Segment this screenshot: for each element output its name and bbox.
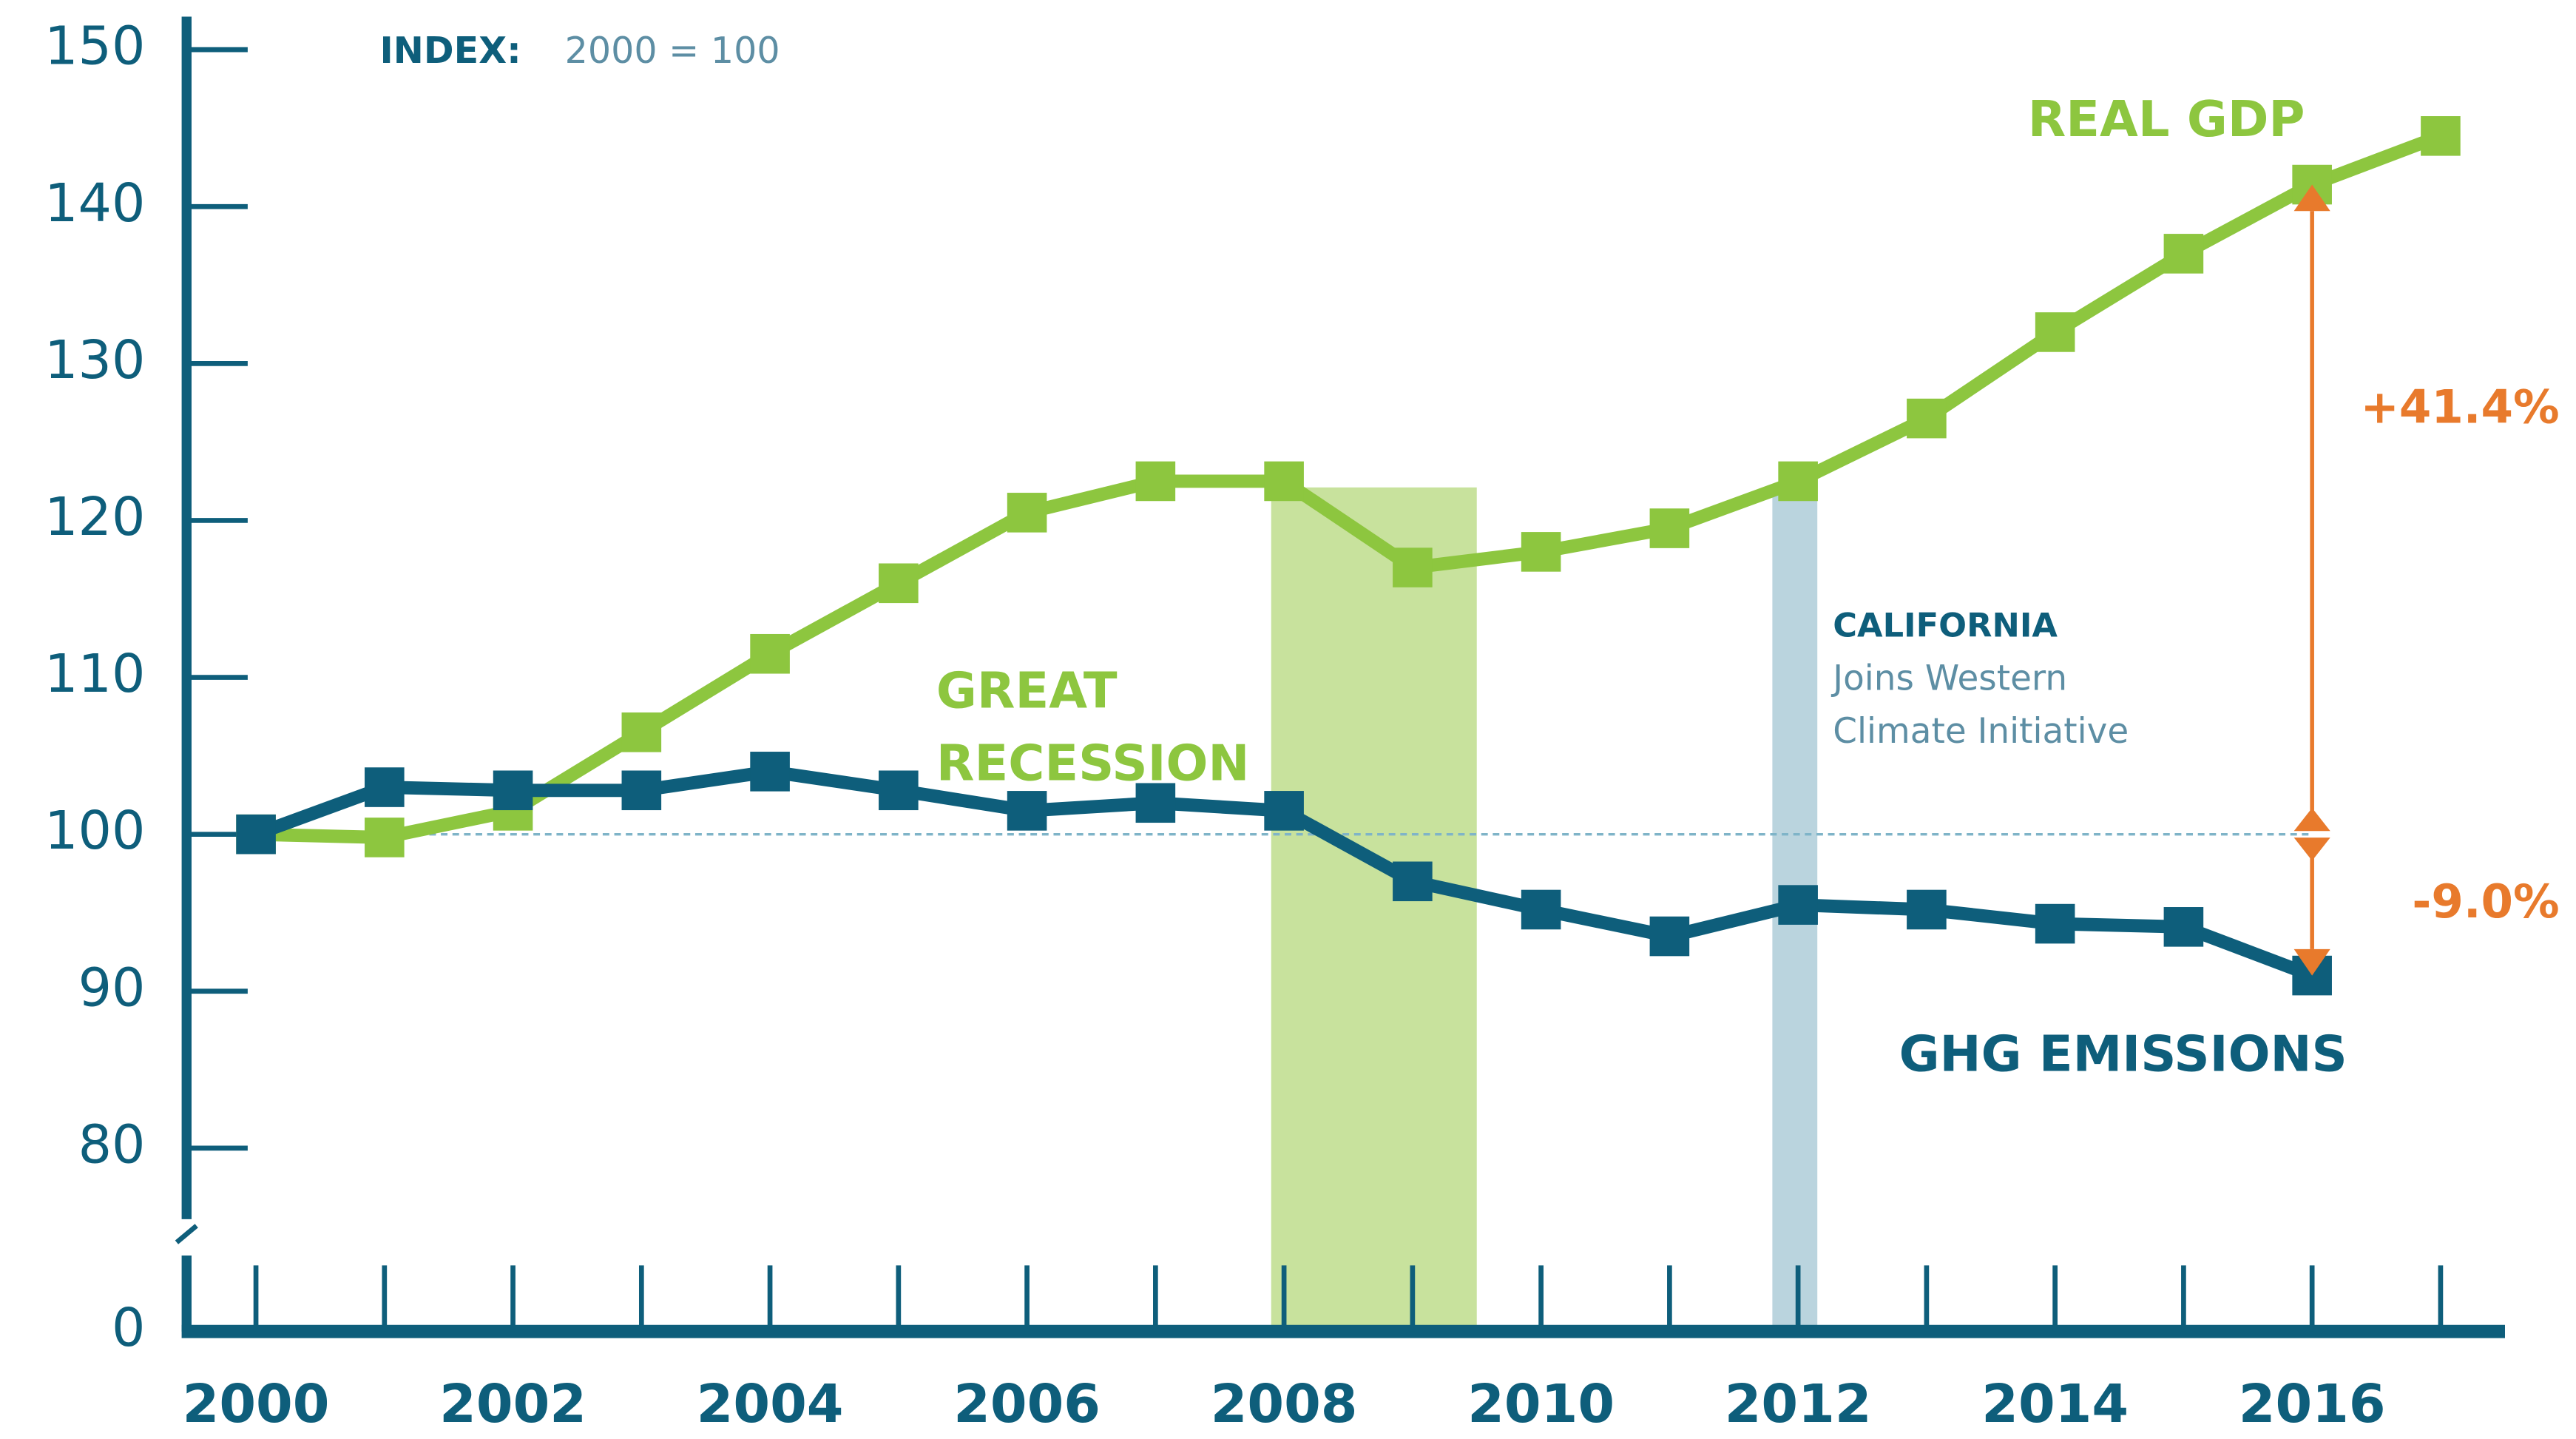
point bbox=[1007, 493, 1047, 533]
x-tick-label: 2000 bbox=[183, 1373, 330, 1435]
series-label: REAL GDP bbox=[2028, 90, 2305, 148]
point bbox=[750, 633, 790, 674]
point bbox=[2421, 116, 2461, 156]
y-tick-label: 80 bbox=[78, 1113, 146, 1175]
region-label: CALIFORNIA bbox=[1833, 607, 2058, 645]
point bbox=[493, 770, 533, 811]
x-tick-label: 2006 bbox=[953, 1373, 1101, 1435]
series-label: GHG EMISSIONS bbox=[1899, 1025, 2347, 1083]
point bbox=[1649, 916, 1690, 957]
y-tick-label: 140 bbox=[44, 172, 145, 234]
subtitle-key: INDEX: bbox=[380, 29, 521, 72]
x-tick-label: 2008 bbox=[1211, 1373, 1358, 1435]
point bbox=[2163, 234, 2204, 274]
point bbox=[2035, 312, 2075, 352]
region-label: GREAT bbox=[936, 661, 1118, 719]
point bbox=[1907, 398, 1947, 439]
x-tick-label: 2012 bbox=[1725, 1373, 1872, 1435]
x-tick-label: 2014 bbox=[1981, 1373, 2129, 1435]
point bbox=[1393, 861, 1433, 902]
x-tick-label: 2016 bbox=[2239, 1373, 2386, 1435]
point bbox=[1393, 547, 1433, 587]
y-tick-label: 130 bbox=[44, 329, 145, 391]
annotation-label: -9.0% bbox=[2412, 874, 2559, 929]
arrow-head bbox=[2293, 838, 2330, 861]
point bbox=[750, 752, 790, 792]
region-label: Joins Western bbox=[1830, 658, 2067, 699]
point bbox=[621, 712, 662, 752]
point bbox=[1264, 791, 1304, 831]
point bbox=[1521, 532, 1561, 572]
y-tick-label: 0 bbox=[112, 1297, 145, 1358]
point bbox=[1264, 461, 1304, 502]
point bbox=[1135, 783, 1176, 823]
series-line bbox=[255, 129, 2444, 844]
annotation-label: +41.4% bbox=[2360, 380, 2559, 434]
region-label: RECESSION bbox=[936, 735, 1250, 792]
point bbox=[365, 767, 405, 807]
point bbox=[2035, 903, 2075, 944]
point bbox=[1649, 508, 1690, 548]
point bbox=[2163, 907, 2204, 947]
region-label: Climate Initiative bbox=[1833, 711, 2129, 752]
point bbox=[1907, 889, 1947, 930]
y-tick-label: 150 bbox=[44, 16, 145, 77]
point bbox=[1521, 889, 1561, 930]
y-tick-label: 90 bbox=[78, 957, 146, 1018]
subtitle: 2000 = 100 bbox=[565, 29, 780, 72]
point bbox=[1778, 461, 1818, 502]
x-tick-label: 2002 bbox=[439, 1373, 586, 1435]
y-tick-label: 120 bbox=[44, 486, 145, 547]
axis-break bbox=[175, 1224, 198, 1244]
y-tick-label: 110 bbox=[44, 643, 145, 704]
arrow-head bbox=[2293, 948, 2330, 976]
arrow-head bbox=[2293, 807, 2330, 832]
point bbox=[1135, 461, 1176, 502]
point bbox=[1007, 791, 1047, 831]
arrow-head bbox=[2293, 184, 2330, 212]
y-tick-label: 100 bbox=[44, 800, 145, 861]
point bbox=[879, 770, 919, 811]
point bbox=[236, 814, 276, 855]
x-tick-label: 2010 bbox=[1467, 1373, 1615, 1435]
plot: GREAT RECESSION CALIFORNIA Joins Western Cli… bbox=[44, 16, 2560, 1435]
point bbox=[879, 563, 919, 604]
point bbox=[365, 818, 405, 857]
point bbox=[621, 770, 662, 811]
point bbox=[1778, 885, 1818, 925]
x-tick-label: 2004 bbox=[697, 1373, 844, 1435]
shaded-region bbox=[1271, 487, 1477, 1332]
